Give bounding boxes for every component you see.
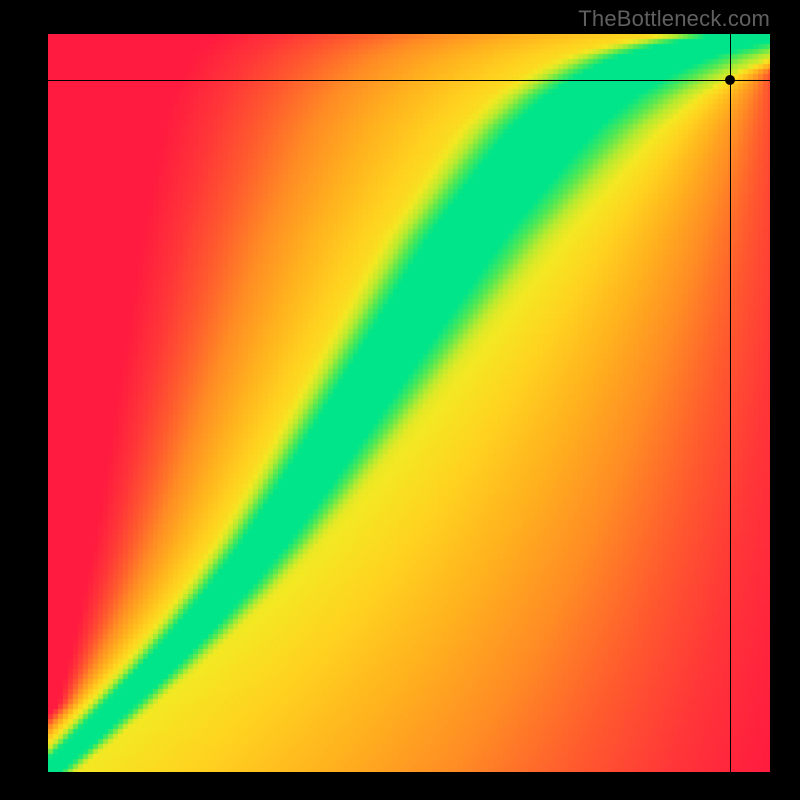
chart-container: TheBottleneck.com <box>0 0 800 800</box>
crosshair-horizontal <box>48 80 770 81</box>
crosshair-marker <box>725 75 735 85</box>
watermark-text: TheBottleneck.com <box>578 6 770 32</box>
crosshair-vertical <box>730 34 731 772</box>
bottleneck-heatmap <box>48 34 770 772</box>
